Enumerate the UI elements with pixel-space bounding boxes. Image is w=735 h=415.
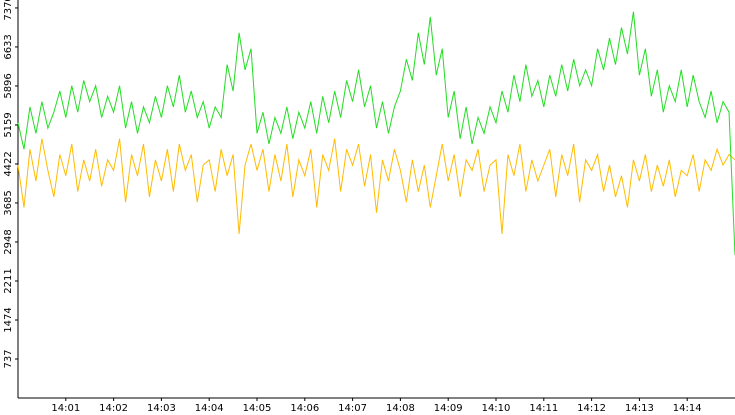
y-tick-label: 5896 — [3, 73, 14, 98]
x-tick-label: 14:03 — [147, 403, 176, 414]
y-tick-label: 5159 — [3, 112, 14, 137]
x-tick-label: 14:14 — [673, 403, 702, 414]
y-tick-label: 2948 — [3, 229, 14, 254]
x-tick-label: 14:13 — [625, 403, 654, 414]
x-tick-label: 14:07 — [338, 403, 367, 414]
y-tick-label: 1474 — [3, 307, 14, 332]
x-tick-label: 14:02 — [99, 403, 128, 414]
y-tick-label: 737 — [3, 349, 14, 368]
x-tick-label: 14:04 — [195, 403, 224, 414]
x-tick-label: 14:12 — [577, 403, 606, 414]
data-line — [17, 138, 735, 234]
data-line — [17, 11, 735, 256]
y-tick-label: 7370 — [3, 0, 14, 21]
y-tick-label: 3685 — [3, 190, 14, 215]
x-tick-label: 14:09 — [434, 403, 463, 414]
y-tick-label: 4422 — [3, 151, 14, 176]
x-tick-label: 14:06 — [290, 403, 319, 414]
y-tick-label: 2211 — [3, 268, 14, 293]
x-tick-label: 14:11 — [529, 403, 558, 414]
y-tick-label: 6633 — [3, 34, 14, 59]
x-tick-label: 14:05 — [243, 403, 272, 414]
x-tick-label: 14:08 — [386, 403, 415, 414]
x-tick-label: 14:10 — [482, 403, 511, 414]
x-tick-label: 14:01 — [51, 403, 80, 414]
